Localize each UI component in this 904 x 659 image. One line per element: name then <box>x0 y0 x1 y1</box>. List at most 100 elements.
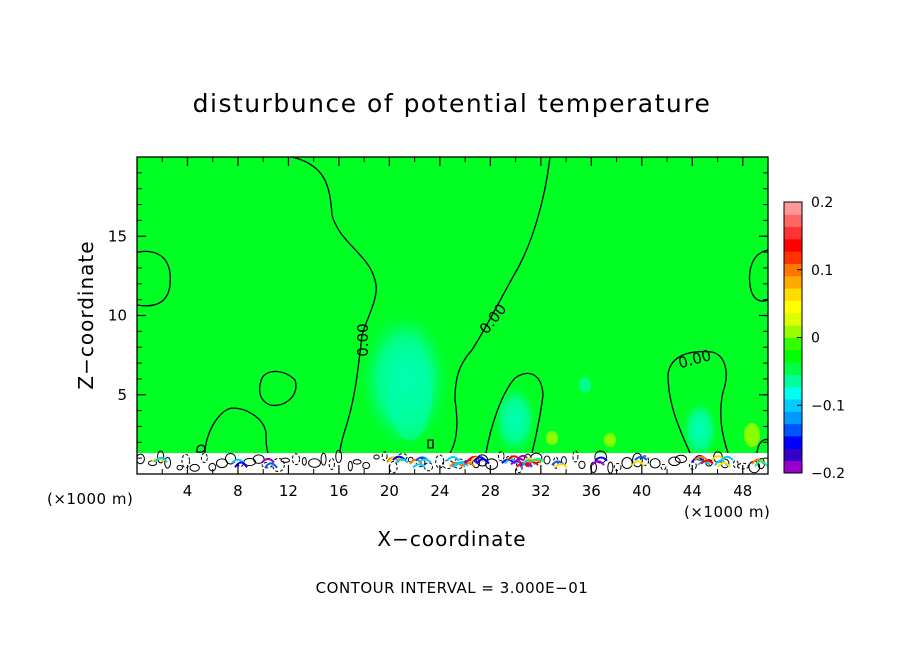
boundary-anomaly <box>554 463 568 469</box>
contour-line <box>137 250 171 307</box>
boundary-contour <box>164 456 172 469</box>
boundary-anomaly <box>154 456 168 463</box>
boundary-contour <box>497 451 505 462</box>
boundary-contour <box>632 452 643 468</box>
boundary-anomaly <box>412 463 426 469</box>
colorbar-swatch <box>784 386 802 400</box>
boundary-contour <box>668 456 681 467</box>
boundary-anomaly <box>464 458 478 465</box>
boundary-contour <box>156 450 165 464</box>
y-tick-label: 10 <box>108 307 127 325</box>
colorbar-swatch <box>784 337 802 351</box>
colorbar-swatch <box>784 436 802 449</box>
boundary-anomaly <box>694 455 708 461</box>
boundary-contour <box>362 461 371 470</box>
contour-line <box>748 249 768 302</box>
boundary-contour <box>674 454 688 464</box>
boundary-contour <box>415 457 426 468</box>
colorbar-label: 0.1 <box>811 263 833 279</box>
boundary-anomaly <box>418 458 432 464</box>
colorbar-label: −0.1 <box>811 398 845 414</box>
colorbar-swatch <box>784 275 802 289</box>
boundary-contour <box>335 449 343 464</box>
boundary-anomaly <box>594 456 608 462</box>
colorbar: 0.2 0.1 0 −0.1 −0.2 <box>783 195 845 482</box>
boundary-layer-detail <box>137 449 768 474</box>
contour-line <box>427 439 434 449</box>
boundary-contour <box>485 458 499 470</box>
boundary-contour <box>578 460 586 470</box>
boundary-anomaly <box>522 459 536 466</box>
boundary-anomaly <box>264 462 278 469</box>
contour-line <box>449 157 551 454</box>
x-tick-label: 36 <box>582 482 601 500</box>
anomaly-blob <box>579 377 591 393</box>
boundary-contour <box>328 457 335 470</box>
boundary-anomaly <box>261 457 275 464</box>
boundary-anomaly <box>531 457 545 463</box>
colorbar-swatch <box>784 374 802 388</box>
x-tick-label: 28 <box>481 482 500 500</box>
boundary-contour <box>272 457 285 473</box>
colorbar-swatch <box>784 399 802 412</box>
boundary-contour <box>505 455 516 461</box>
colorbar-swatch <box>784 423 802 437</box>
boundary-anomaly <box>234 461 248 468</box>
y-axis-title: Z−coordinate <box>74 240 98 389</box>
contour-line <box>291 157 377 454</box>
boundary-contour <box>137 453 145 465</box>
boundary-anomaly <box>476 458 490 465</box>
boundary-contour <box>291 453 301 466</box>
colorbar-label: −0.2 <box>811 466 845 482</box>
boundary-anomaly <box>591 460 605 466</box>
boundary-anomaly <box>395 458 409 464</box>
colorbar-swatch <box>784 251 802 264</box>
x-axis-unit: (×1000 m) <box>684 503 770 521</box>
anomaly-blob <box>546 431 558 445</box>
boundary-anomaly <box>467 455 481 462</box>
contour-line <box>485 372 544 454</box>
colorbar-swatch <box>784 238 802 252</box>
boundary-contour <box>347 460 353 472</box>
boundary-contour <box>613 462 622 472</box>
x-axis-title: X−coordinate <box>377 527 526 551</box>
colorbar-swatch <box>784 263 802 277</box>
x-tick-label: 40 <box>632 482 651 500</box>
boundary-contour <box>176 464 183 471</box>
boundary-anomaly <box>449 461 463 468</box>
y-axis-ticks: 5 10 15 <box>108 172 768 459</box>
plot-field: 0.00 0.00 0.00 <box>137 157 768 474</box>
colorbar-swatch <box>784 362 802 375</box>
boundary-anomaly <box>446 456 460 462</box>
boundary-anomaly <box>631 460 645 467</box>
x-tick-label: 48 <box>733 482 752 500</box>
x-axis-ticks: 4 8 12 16 20 24 28 32 36 40 44 48 <box>161 157 752 500</box>
boundary-contour <box>660 463 667 471</box>
colorbar-label: 0.2 <box>811 195 833 211</box>
colorbar-swatch <box>784 411 802 425</box>
boundary-anomaly <box>717 461 731 468</box>
boundary-anomaly <box>720 455 734 461</box>
colorbar-swatch <box>784 460 802 474</box>
y-tick-label: 5 <box>117 386 127 404</box>
boundary-contour <box>320 452 327 466</box>
x-tick-label: 8 <box>233 482 243 500</box>
anomaly-blob <box>388 350 432 440</box>
contour-label: 0.00 <box>354 323 372 356</box>
boundary-contour <box>225 452 237 465</box>
contour-line <box>667 350 729 454</box>
colorbar-swatch <box>784 214 802 228</box>
colorbar-swatch <box>784 226 802 240</box>
boundary-contour <box>252 454 265 464</box>
boundary-anomaly <box>634 456 648 461</box>
contour-line <box>204 407 269 454</box>
boundary-anomaly <box>754 460 768 467</box>
boundary-anomaly <box>700 459 714 465</box>
boundary-contour <box>189 463 200 472</box>
boundary-contour <box>280 457 291 463</box>
contour-line <box>196 444 206 453</box>
boundary-contour <box>352 459 362 465</box>
boundary-contour <box>621 456 633 470</box>
boundary-contour <box>572 450 579 463</box>
anomaly-blob <box>744 423 760 447</box>
